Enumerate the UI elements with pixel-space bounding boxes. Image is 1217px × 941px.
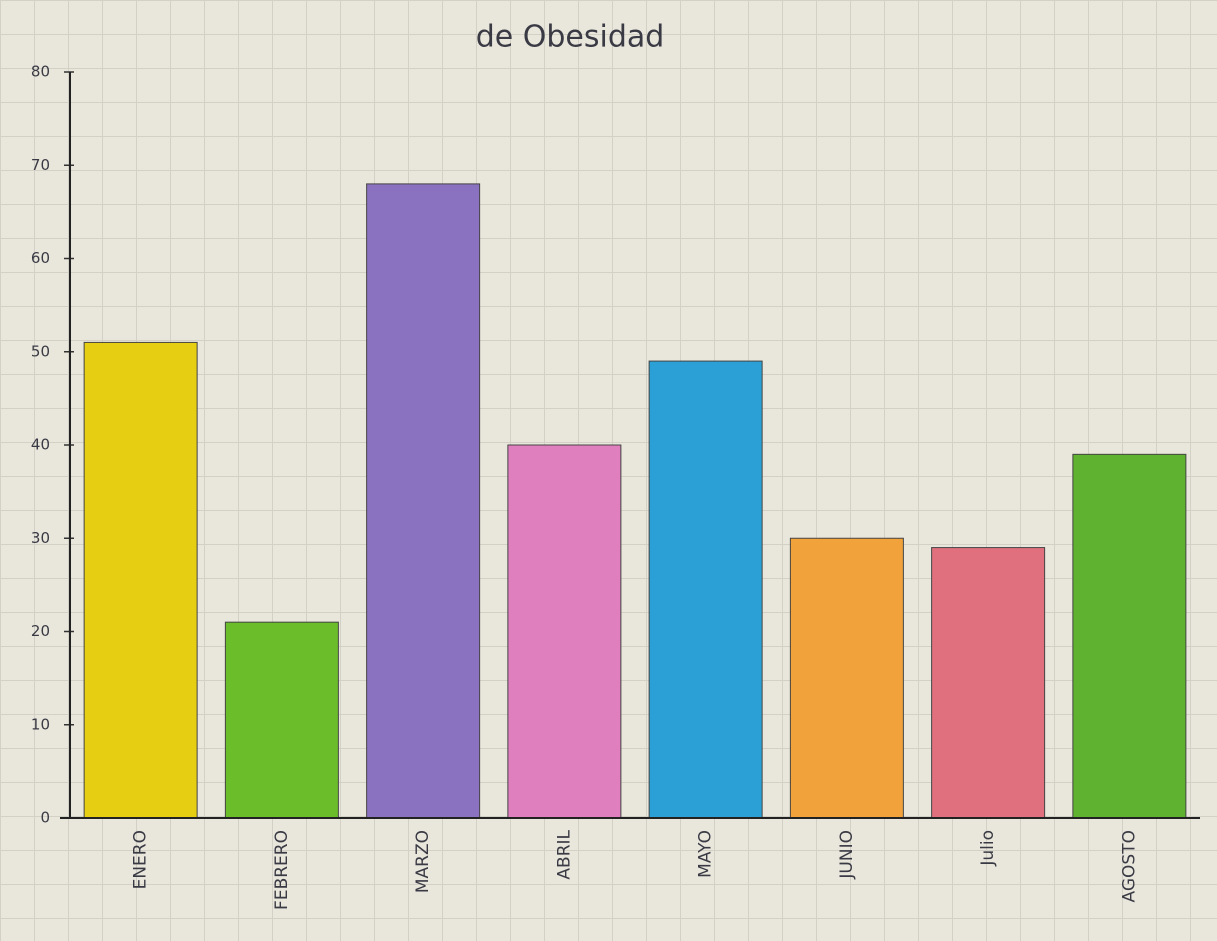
x-tick-label: MAYO — [696, 830, 716, 878]
y-tick-label: 60 — [31, 249, 50, 267]
bar — [932, 548, 1045, 818]
y-tick-label: 50 — [31, 342, 50, 360]
chart: de Obesidad 0 10 20 30 40 50 60 70 80 ENERO FEBRER… — [0, 0, 1217, 941]
y-tick-label: 40 — [31, 436, 50, 454]
y-tick-label: 20 — [31, 622, 50, 640]
y-tick-label: 80 — [31, 63, 50, 81]
x-tick-label: ABRIL — [554, 829, 574, 879]
bar — [225, 622, 338, 818]
chart-title: de Obesidad — [476, 20, 665, 55]
x-tick-label: ENERO — [131, 830, 151, 889]
bar — [649, 361, 762, 818]
y-tick-label: 10 — [31, 715, 50, 733]
x-tick-label: Julio — [978, 830, 998, 867]
x-tick-label: MARZO — [413, 830, 433, 893]
page: {"chart_data": {"type": "bar", "title": … — [0, 0, 1217, 941]
bar — [84, 342, 197, 818]
bar — [790, 538, 903, 818]
y-tick-label: 0 — [40, 809, 50, 827]
x-tick-label: FEBRERO — [272, 830, 292, 910]
x-tick-label: JUNIO — [837, 830, 857, 880]
y-tick-label: 30 — [31, 529, 50, 547]
bar — [1073, 454, 1186, 818]
y-tick-label: 70 — [31, 156, 50, 174]
bar — [367, 184, 480, 818]
x-tick-label: AGOSTO — [1119, 830, 1139, 902]
bar — [508, 445, 621, 818]
